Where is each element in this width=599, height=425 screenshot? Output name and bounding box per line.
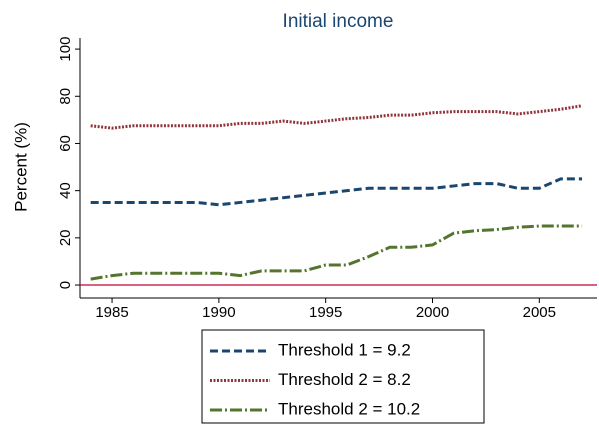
series-line: [90, 224, 583, 281]
x-tick-label: 2005: [523, 304, 556, 321]
legend-label: Threshold 1 = 9.2: [278, 340, 411, 359]
x-tick-label: 2000: [416, 304, 449, 321]
y-tick-label: 0: [57, 281, 74, 289]
x-tick-label: 1990: [202, 304, 235, 321]
legend-box: [201, 329, 485, 424]
chart-title: Initial income: [283, 11, 394, 32]
y-tick-label: 100: [57, 37, 74, 62]
x-tick-label: 1995: [309, 304, 342, 321]
y-tick-label: 40: [57, 182, 74, 199]
legend-label: Threshold 2 = 10.2: [278, 399, 420, 418]
y-tick-label: 60: [57, 135, 74, 152]
y-tick-label: 20: [57, 229, 74, 246]
legend-label: Threshold 2 = 8.2: [278, 370, 411, 389]
series-line: [90, 177, 583, 207]
y-axis-label: Percent (%): [11, 122, 30, 212]
x-tick-label: 1985: [95, 304, 128, 321]
series-line: [90, 104, 583, 130]
y-tick-label: 80: [57, 88, 74, 105]
